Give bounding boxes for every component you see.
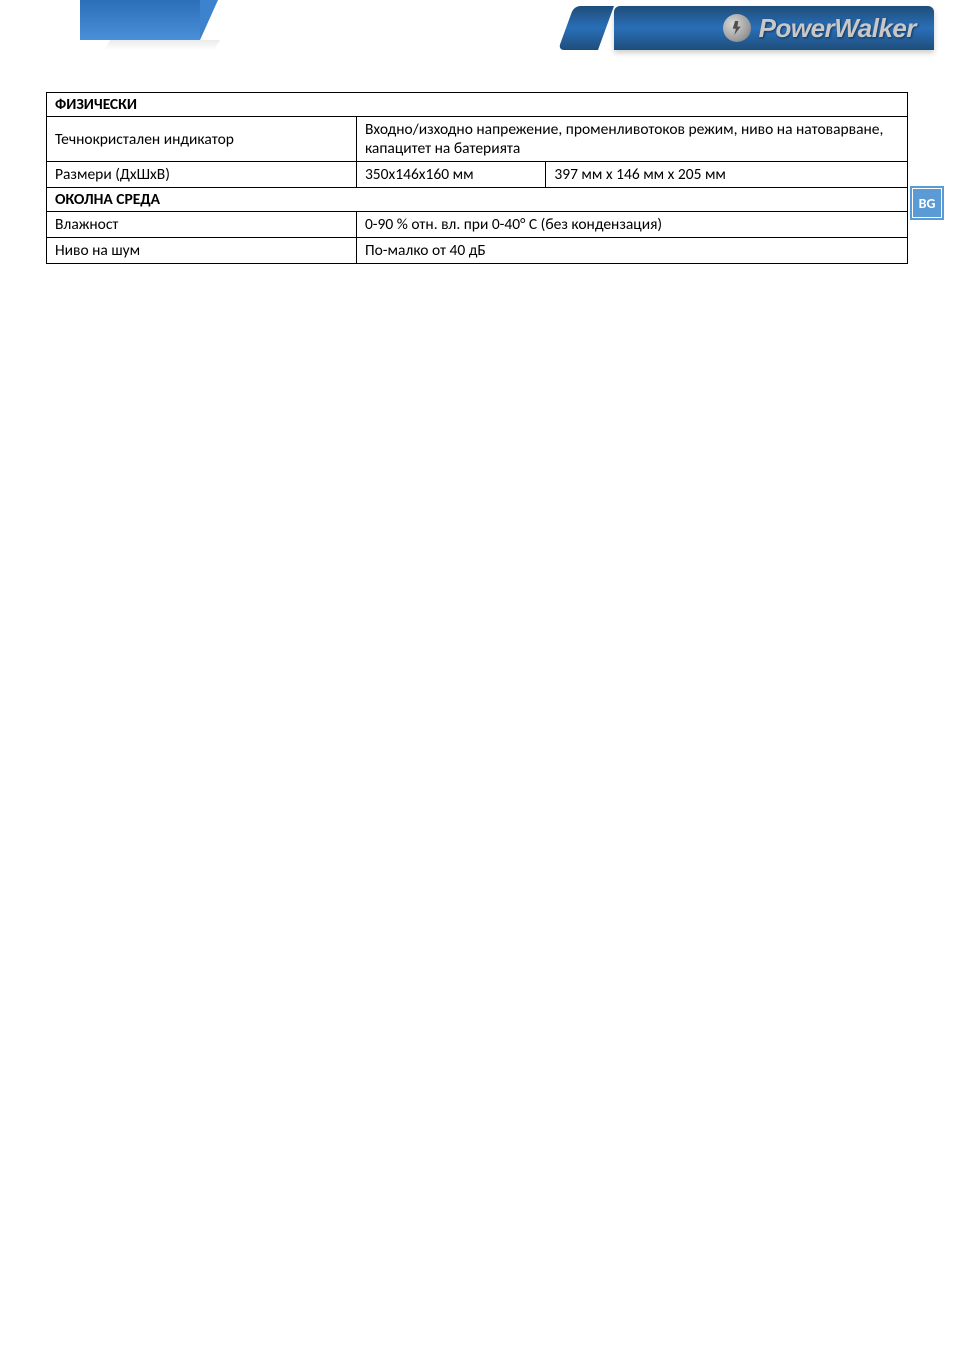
table-section-header-row: ФИЗИЧЕСКИ [47,93,908,117]
language-tab: BG [912,188,942,218]
row-value: 0-90 % отн. вл. при 0-40° C (без конденз… [356,212,907,238]
brand-name: PowerWalker [759,13,916,44]
table-row: Ниво на шум По-малко от 40 дБ [47,238,908,264]
brand-logo-area: PowerWalker [614,6,934,50]
row-value: По-малко от 40 дБ [356,238,907,264]
header-accent-shadow [104,40,220,50]
section-header: ФИЗИЧЕСКИ [47,93,908,117]
row-label: Размери (ДхШхВ) [47,162,357,188]
header-accent-shape [80,0,200,40]
brand-logo-icon [723,14,751,42]
row-label: Влажност [47,212,357,238]
row-label: Течнокристален индикатор [47,117,357,162]
table-row: Течнокристален индикатор Входно/изходно … [47,117,908,162]
row-label: Ниво на шум [47,238,357,264]
table-row: Влажност 0-90 % отн. вл. при 0-40° C (бе… [47,212,908,238]
row-value-2: 397 мм х 146 мм х 205 мм [546,162,908,188]
table-row: Размери (ДхШхВ) 350x146x160 мм 397 мм х … [47,162,908,188]
language-tab-label: BG [919,195,936,212]
table-section-header-row: ОКОЛНА СРЕДА [47,188,908,212]
row-value: Входно/изходно напрежение, променливоток… [356,117,907,162]
section-header: ОКОЛНА СРЕДА [47,188,908,212]
page-content: ФИЗИЧЕСКИ Течнокристален индикатор Входн… [0,56,954,264]
row-value-1: 350x146x160 мм [356,162,545,188]
spec-table: ФИЗИЧЕСКИ Течнокристален индикатор Входн… [46,92,908,264]
header-band: PowerWalker [0,0,954,56]
